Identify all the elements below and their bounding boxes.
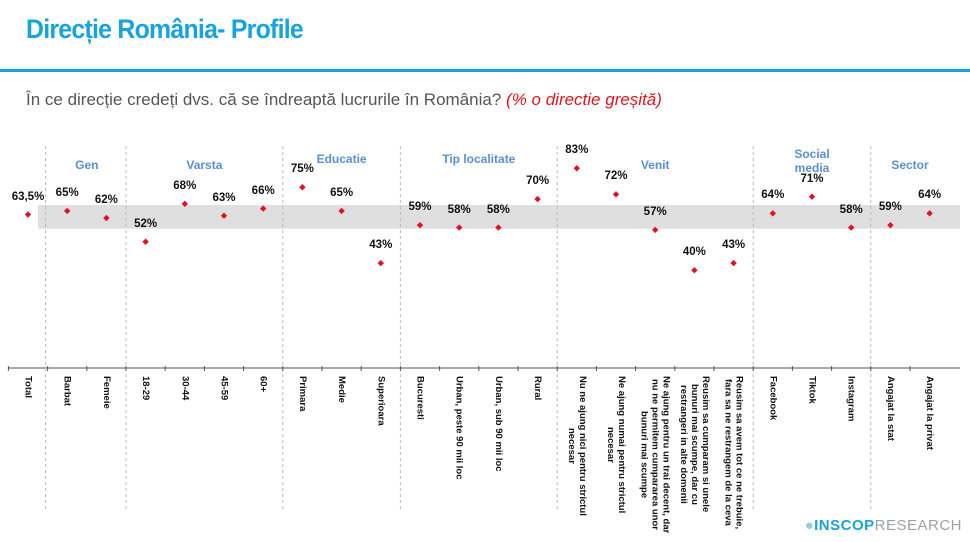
category-label: Angajat la privat: [924, 376, 936, 450]
data-label: 58%: [447, 203, 471, 216]
data-label: 63%: [212, 191, 236, 204]
data-point: [612, 191, 620, 198]
data-point: [456, 224, 463, 231]
data-point: [416, 221, 424, 229]
data-point: [103, 214, 110, 222]
data-point: [573, 165, 580, 172]
data-point: [260, 205, 267, 212]
category-label: Rural: [532, 376, 544, 401]
category-label: Instagram: [845, 376, 857, 422]
category-label: 45-59: [218, 376, 230, 401]
data-label: 59%: [408, 201, 432, 214]
category-label: 18-29: [140, 376, 152, 401]
data-label: 59%: [878, 201, 902, 214]
data-point: [808, 193, 816, 200]
category-label: Facebook: [767, 376, 779, 421]
data-label: 57%: [643, 205, 667, 218]
data-label: 64%: [918, 189, 942, 202]
page-title: Direcție România- Profile: [26, 14, 304, 44]
data-label: 83%: [565, 144, 589, 157]
group-label: Social media: [794, 147, 830, 175]
question-text: În ce direcție credeți dvs. că se îndrea…: [26, 90, 662, 110]
data-label: 66%: [251, 184, 275, 197]
category-label: Barbat: [61, 376, 73, 407]
category-label: Primara: [296, 376, 308, 412]
question-note: (% o directie greșită): [506, 90, 662, 109]
header-divider: [0, 69, 970, 72]
data-label: 43%: [722, 239, 746, 252]
data-point: [142, 238, 149, 245]
data-label: 64%: [761, 189, 785, 202]
category-label: Bucuresti: [414, 376, 426, 420]
category-label: Femeie: [100, 376, 112, 409]
category-label: Reusim sa cumparam si unele bunuri mai s…: [677, 376, 711, 513]
data-point: [926, 210, 933, 217]
group-label: Varsta: [186, 158, 223, 172]
data-label: 71%: [800, 172, 824, 185]
category-label: Angajat la stat: [884, 376, 896, 441]
data-point: [652, 226, 659, 234]
category-label: Urban, peste 90 mii loc: [453, 376, 465, 480]
data-point: [534, 195, 541, 203]
data-label: 70%: [526, 175, 550, 188]
question: În ce direcție credeți dvs. că se îndrea…: [26, 90, 502, 109]
group-label: Sector: [891, 158, 929, 172]
category-label: Total: [22, 376, 34, 398]
data-point: [848, 224, 855, 231]
data-point: [64, 207, 71, 215]
category-label: Urban, sub 90 mii loc: [492, 376, 504, 472]
data-label: 40%: [682, 246, 706, 259]
data-point: [887, 221, 894, 229]
reference-band: [38, 205, 960, 229]
data-point: [730, 259, 737, 267]
data-point: [495, 224, 502, 231]
group-label: Educatie: [316, 152, 367, 166]
category-label: Medie: [336, 376, 348, 403]
data-point: [691, 267, 698, 274]
data-point: [24, 211, 32, 218]
category-label: Reusim sa avem tot ce ne trebuie, fara s…: [722, 376, 745, 530]
data-label: 72%: [604, 170, 628, 183]
data-point: [299, 184, 306, 191]
data-label: 65%: [330, 186, 354, 199]
data-label: 43%: [369, 239, 393, 252]
data-label: 68%: [173, 179, 197, 192]
data-point: [220, 212, 228, 219]
category-label: 30-44: [179, 376, 191, 401]
category-label: Ne ajung pentru un trai decent, dar nu n…: [638, 376, 672, 534]
data-point: [338, 207, 345, 215]
category-label: Superioara: [375, 376, 387, 426]
group-label: Venit: [640, 158, 670, 172]
group-label: Tip localitate: [442, 152, 516, 166]
data-label: 52%: [134, 217, 158, 230]
data-point: [769, 210, 776, 217]
data-point: [377, 259, 384, 267]
data-label: 58%: [486, 203, 510, 216]
data-label: 58%: [839, 203, 863, 216]
category-label: Ne ajung numai pentru strictul necesar: [605, 376, 627, 514]
category-label: Tiktok: [806, 376, 818, 404]
category-label: 60+: [257, 376, 269, 393]
data-label: 63,5%: [11, 190, 45, 203]
data-label: 62%: [94, 194, 118, 207]
group-label: Gen: [75, 158, 99, 172]
data-label: 65%: [55, 186, 79, 199]
data-label: 75%: [290, 163, 314, 176]
inscop-logo: ●INSCOPRESEARCH: [804, 517, 962, 534]
category-label: Nu ne ajung nici pentru strictul necesar: [565, 376, 588, 516]
data-point: [181, 200, 188, 208]
